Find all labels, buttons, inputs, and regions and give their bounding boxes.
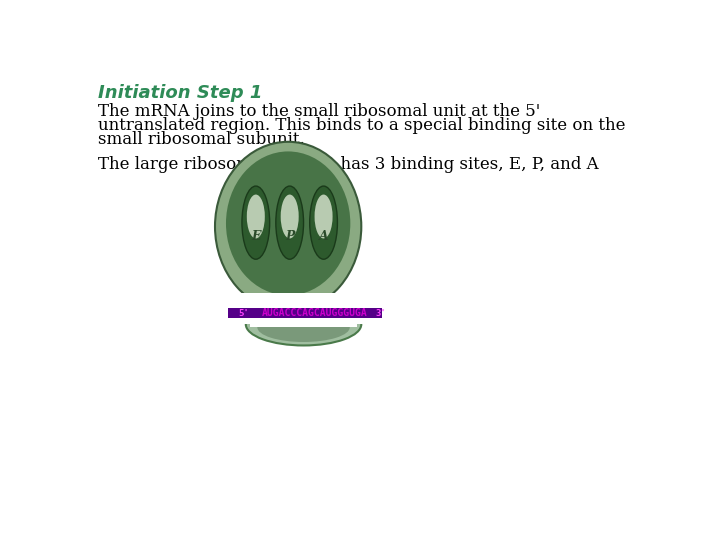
Ellipse shape: [310, 186, 338, 259]
Ellipse shape: [281, 194, 299, 239]
Bar: [250, 304, 357, 327]
Ellipse shape: [242, 186, 270, 259]
Text: The large ribosomal subunit has 3 binding sites, E, P, and A: The large ribosomal subunit has 3 bindin…: [98, 156, 598, 173]
Text: A: A: [319, 230, 328, 243]
Ellipse shape: [215, 142, 361, 311]
Text: untranslated region. This binds to a special binding site on the: untranslated region. This binds to a spe…: [98, 117, 626, 134]
Ellipse shape: [246, 303, 361, 346]
Ellipse shape: [257, 313, 350, 342]
Text: 3': 3': [375, 309, 386, 318]
Ellipse shape: [247, 194, 265, 239]
Bar: [238, 294, 369, 325]
Text: The mRNA joins to the small ribosomal unit at the 5': The mRNA joins to the small ribosomal un…: [98, 103, 540, 120]
Text: AUGACCCAGCAUGGGUGA: AUGACCCAGCAUGGGUGA: [262, 308, 368, 318]
Text: small ribosomal subunit.: small ribosomal subunit.: [98, 131, 305, 148]
Ellipse shape: [276, 186, 304, 259]
Text: 5': 5': [238, 309, 249, 318]
Ellipse shape: [315, 194, 333, 239]
Text: P: P: [285, 230, 294, 243]
Ellipse shape: [226, 151, 351, 295]
Text: Initiation Step 1: Initiation Step 1: [98, 84, 262, 102]
Text: E: E: [251, 230, 261, 243]
Bar: [228, 308, 382, 318]
